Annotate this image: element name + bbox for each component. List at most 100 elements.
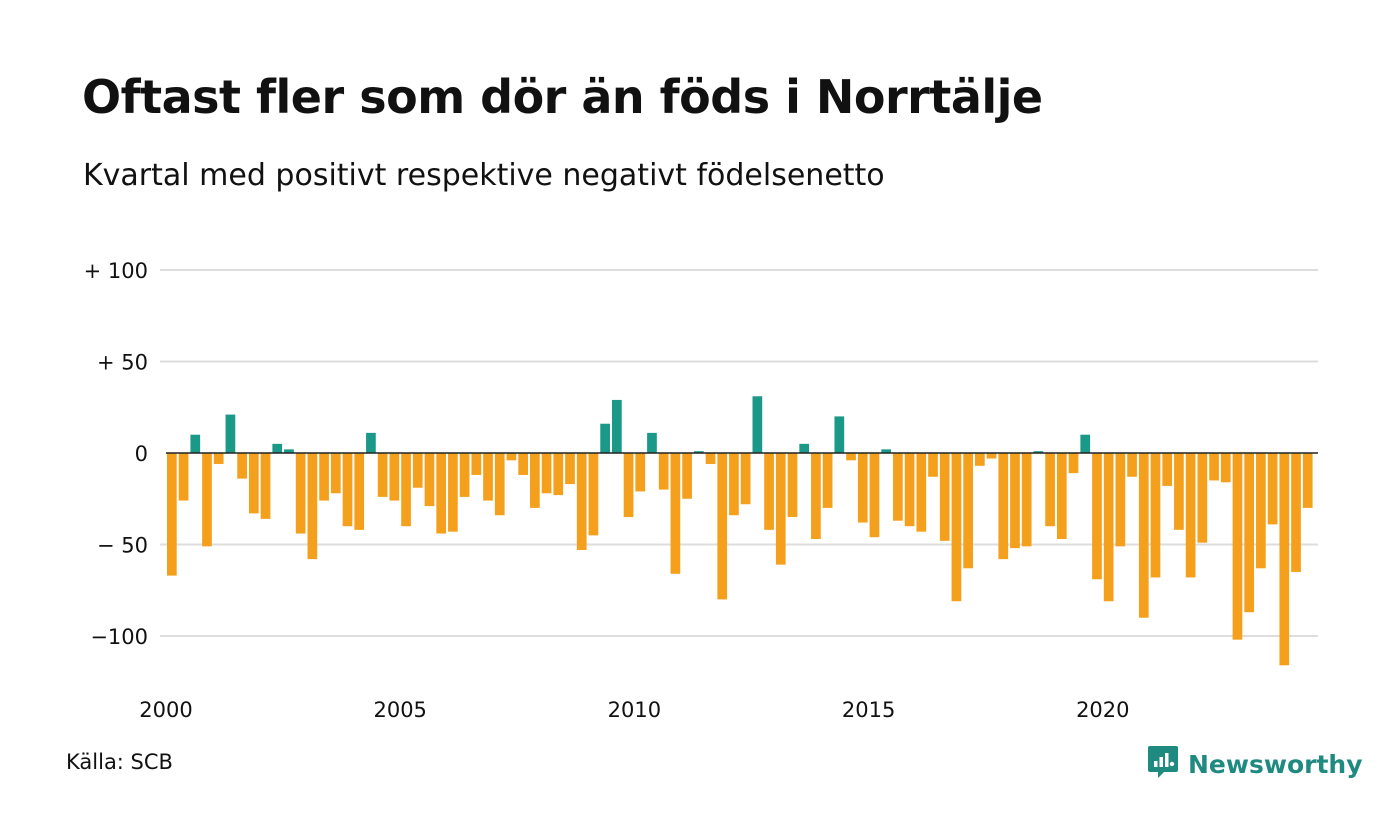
- bar-2009Q4: [623, 453, 634, 518]
- bar-2002Q3: [284, 449, 294, 453]
- bar-2014Q2: [834, 416, 845, 453]
- bar-2021Q4: [1185, 453, 1196, 578]
- bar-2012Q3: [752, 396, 763, 453]
- bar-2002Q4: [295, 453, 306, 534]
- bar-2002Q2: [272, 443, 283, 453]
- newsworthy-chat-bar-icon: [1146, 744, 1180, 784]
- bar-2006Q3: [471, 453, 482, 475]
- bar-2022Q1: [1197, 453, 1208, 543]
- brand-name: Newsworthy: [1188, 749, 1363, 779]
- bar-2014Q1: [822, 453, 833, 508]
- bar-2000Q2: [178, 453, 189, 501]
- bar-2006Q2: [459, 453, 470, 497]
- bar-2011Q1: [682, 453, 692, 499]
- bar-2023Q3: [1267, 453, 1278, 525]
- bar-2007Q1: [494, 453, 505, 516]
- bar-2024Q2: [1302, 453, 1313, 508]
- bar-2011Q3: [705, 453, 716, 464]
- bar-2020Q4: [1138, 453, 1149, 618]
- bar-2017Q3: [986, 453, 997, 459]
- bar-2020Q2: [1115, 453, 1126, 547]
- bar-2017Q2: [974, 453, 985, 466]
- bar-2015Q4: [904, 453, 915, 527]
- y-axis-ticks: + 100 + 50 0 − 50 −100: [84, 259, 148, 649]
- bar-2007Q2: [506, 453, 517, 461]
- bar-2005Q1: [401, 453, 411, 527]
- bar-2015Q1: [869, 453, 880, 538]
- bar-2016Q1: [916, 453, 927, 532]
- bar-2005Q4: [436, 453, 447, 534]
- bar-2009Q1: [588, 453, 599, 536]
- bar-2018Q3: [1033, 451, 1044, 453]
- bar-2012Q1: [729, 453, 739, 516]
- bar-2013Q4: [811, 453, 821, 540]
- bar-2009Q3: [611, 399, 622, 453]
- bar-2020Q1: [1103, 453, 1114, 602]
- y-tick-label: + 100: [84, 259, 148, 283]
- bar-2008Q2: [553, 453, 564, 496]
- chart-subtitle: Kvartal med positivt respektive negativt…: [83, 158, 885, 193]
- bar-2018Q4: [1045, 453, 1055, 527]
- bar-2015Q3: [893, 453, 903, 521]
- bar-2009Q2: [600, 423, 610, 453]
- bar-2008Q3: [565, 453, 575, 485]
- bar-2019Q2: [1068, 453, 1079, 474]
- bar-2012Q4: [764, 453, 774, 530]
- bar-2016Q4: [951, 453, 962, 602]
- bar-2024Q1: [1291, 453, 1301, 572]
- bar-2012Q2: [740, 453, 751, 505]
- bar-2010Q4: [670, 453, 681, 574]
- bar-2007Q4: [530, 453, 540, 508]
- bar-2020Q3: [1127, 453, 1137, 477]
- bar-2000Q4: [202, 453, 212, 547]
- bar-2008Q1: [541, 453, 552, 494]
- x-tick-label: 2010: [608, 698, 661, 722]
- x-tick-label: 2020: [1076, 698, 1129, 722]
- bar-2021Q1: [1150, 453, 1161, 578]
- bar-2010Q3: [658, 453, 669, 490]
- bar-2018Q2: [1021, 453, 1032, 547]
- y-tick-label: − 50: [97, 534, 148, 558]
- source-note: Källa: SCB: [66, 750, 173, 774]
- bar-2004Q3: [377, 453, 388, 497]
- x-tick-label: 2015: [842, 698, 895, 722]
- bar-2017Q1: [963, 453, 973, 569]
- bar-2022Q3: [1220, 453, 1231, 483]
- bar-2001Q3: [237, 453, 247, 479]
- bar-2021Q3: [1174, 453, 1184, 530]
- bar-2013Q3: [799, 443, 810, 453]
- y-tick-label: 0: [135, 442, 148, 466]
- bar-2001Q4: [248, 453, 259, 514]
- bar-2008Q4: [576, 453, 587, 550]
- x-tick-label: 2005: [373, 698, 426, 722]
- bar-2003Q3: [330, 453, 341, 494]
- bar-2000Q3: [190, 434, 201, 453]
- bar-2015Q2: [881, 449, 892, 453]
- bar-2007Q3: [518, 453, 529, 475]
- bar-2010Q1: [635, 453, 646, 492]
- bar-2011Q4: [717, 453, 728, 600]
- bar-2017Q4: [998, 453, 1009, 560]
- bar-2003Q4: [342, 453, 353, 527]
- bar-2004Q2: [366, 432, 376, 453]
- bar-2016Q2: [928, 453, 938, 477]
- bar-2021Q2: [1162, 453, 1173, 486]
- bar-2018Q1: [1010, 453, 1020, 549]
- bar-2013Q1: [775, 453, 786, 565]
- bar-2013Q2: [787, 453, 798, 518]
- chart-title: Oftast fler som dör än föds i Norrtälje: [82, 70, 1043, 124]
- newsworthy-logo: Newsworthy: [1146, 744, 1363, 784]
- x-axis-ticks: 2000 2005 2010 2015 2020: [139, 698, 1129, 722]
- bar-2022Q4: [1232, 453, 1243, 640]
- bar-2010Q2: [647, 432, 657, 453]
- bar-2005Q3: [424, 453, 435, 507]
- x-tick-label: 2000: [139, 698, 192, 722]
- bar-2004Q1: [354, 453, 365, 530]
- bar-2001Q2: [225, 414, 236, 453]
- bar-2019Q4: [1092, 453, 1102, 580]
- bar-2000Q1: [167, 453, 177, 576]
- bar-2003Q2: [319, 453, 329, 501]
- bar-2022Q2: [1209, 453, 1219, 481]
- bar-2011Q2: [693, 451, 704, 453]
